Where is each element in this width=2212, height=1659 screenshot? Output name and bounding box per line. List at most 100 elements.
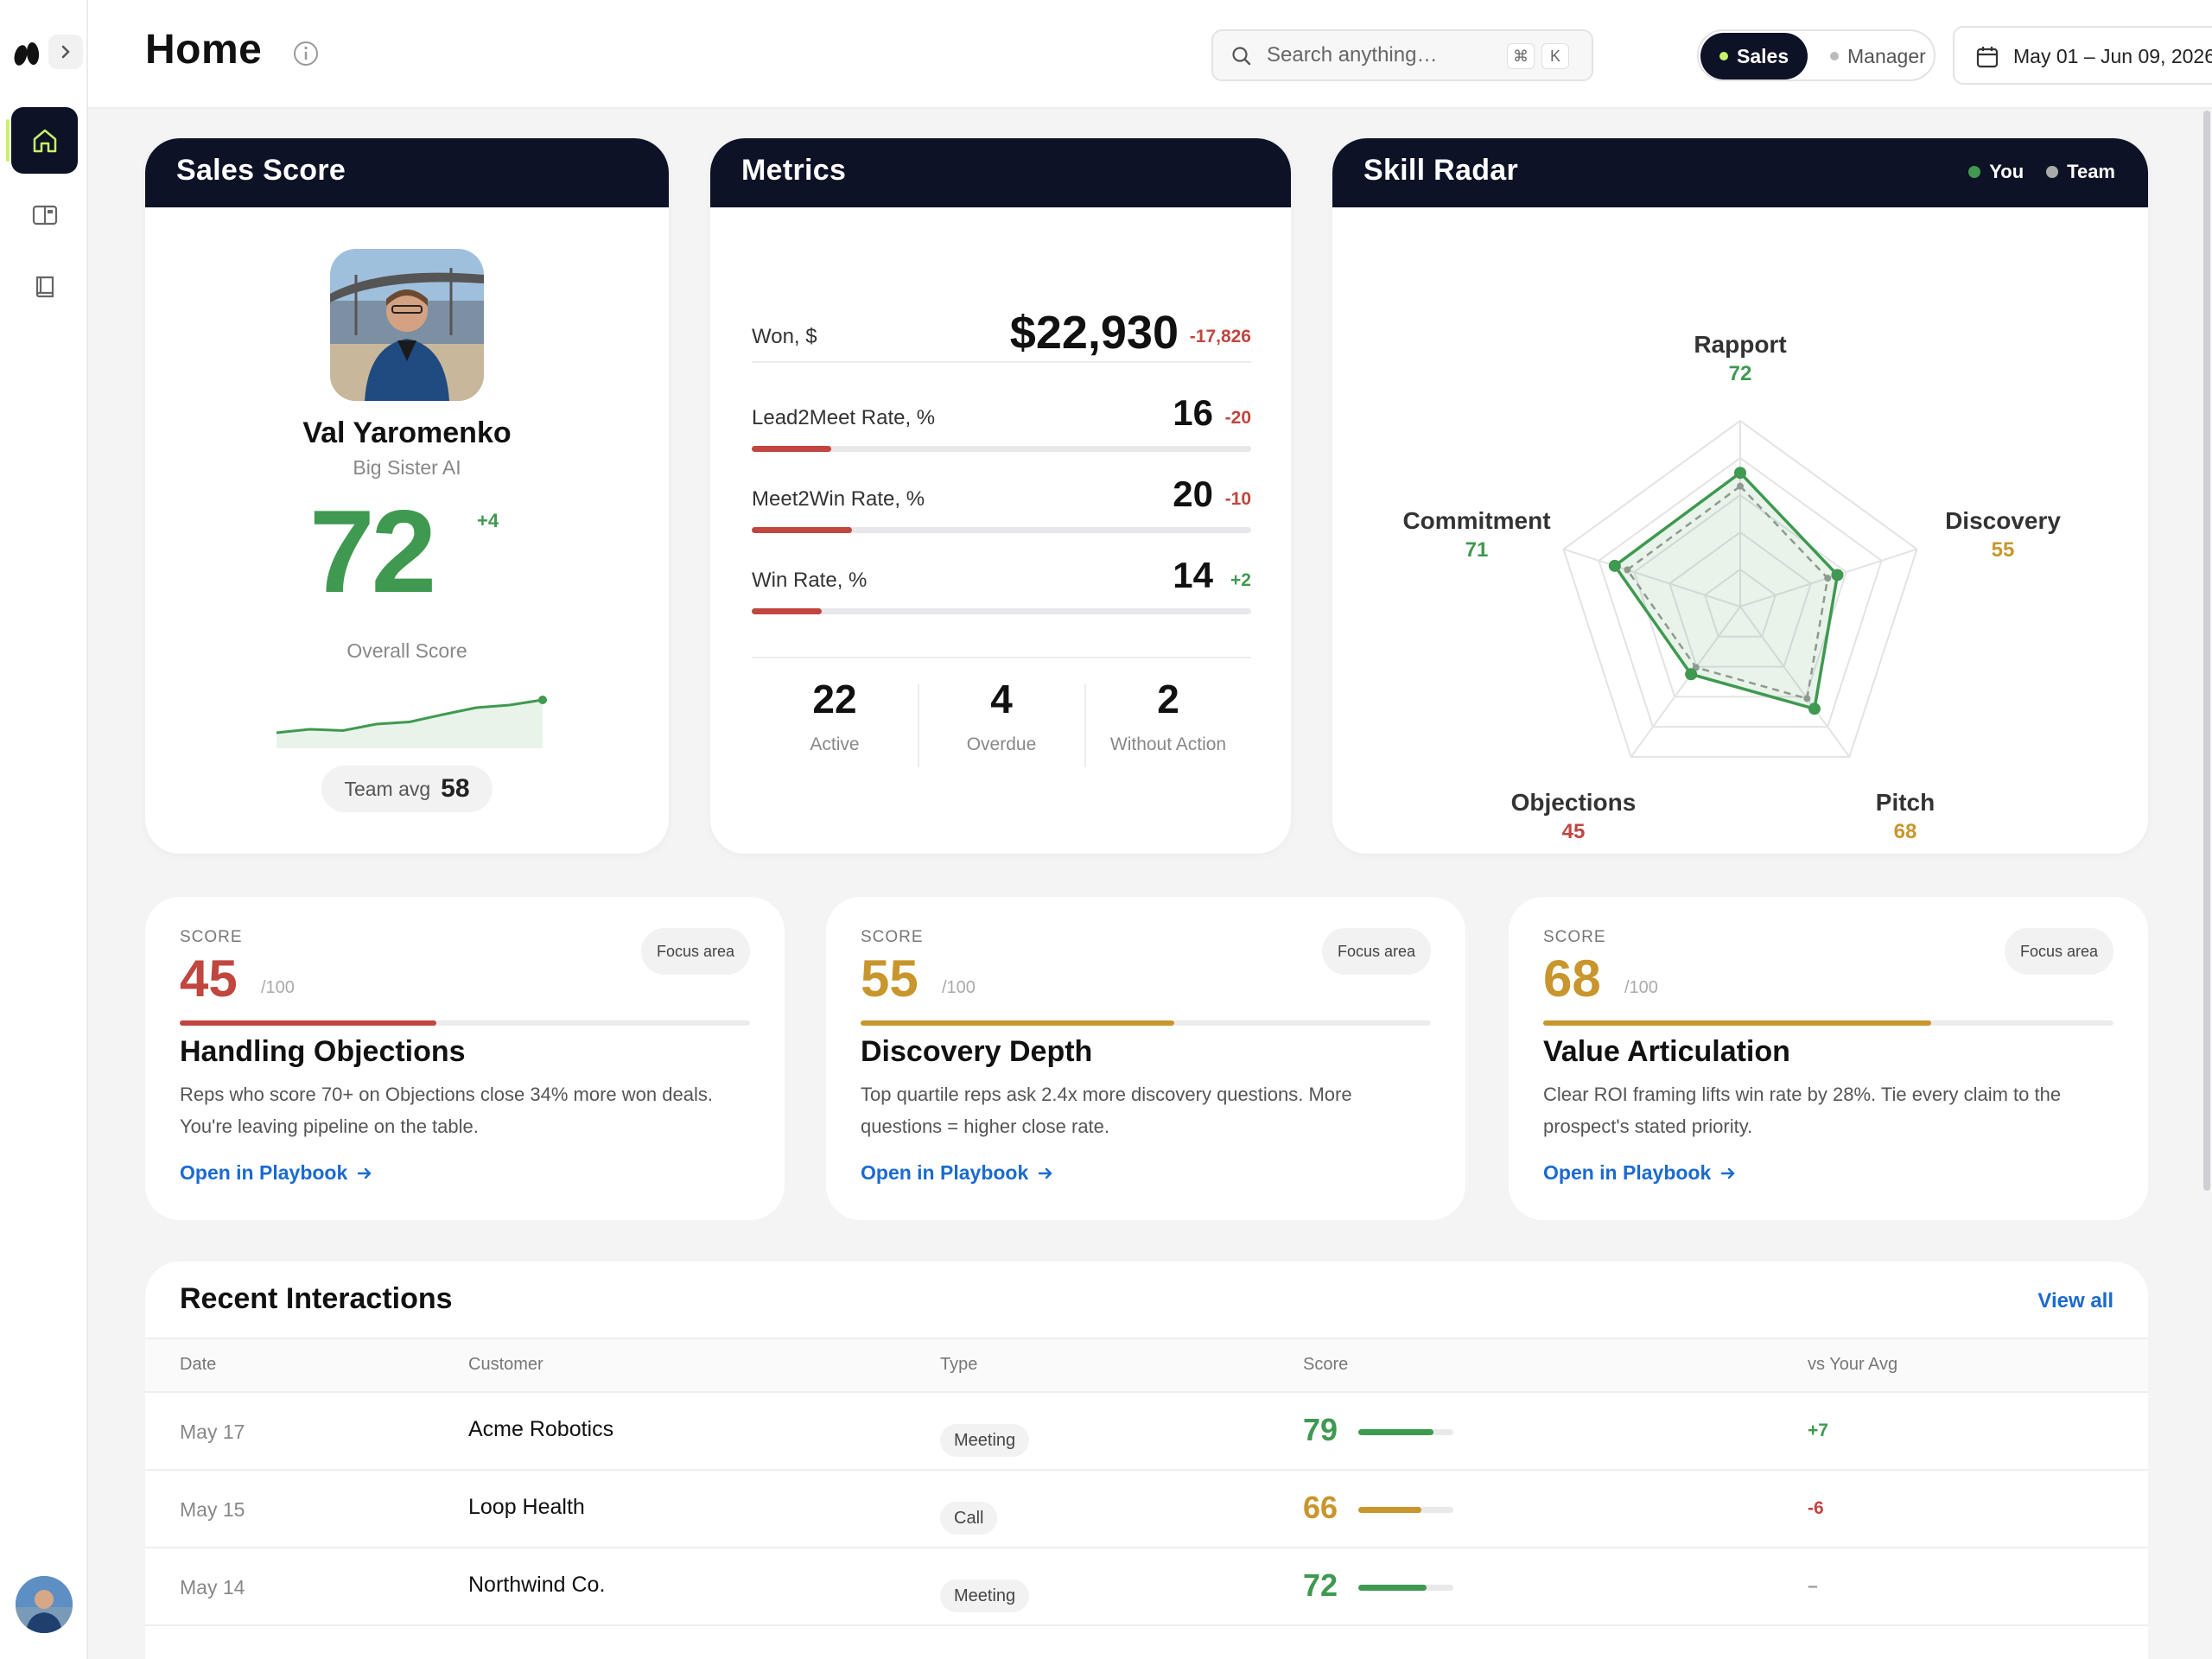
col-date[interactable]: Date xyxy=(180,1355,217,1374)
metric-lead2meet: Lead2Meet Rate, % 16 -20 xyxy=(752,389,1251,452)
legend-team: Team xyxy=(2046,161,2115,183)
table-row[interactable]: May 17 Acme Robotics Meeting 79 +7 xyxy=(145,1393,2148,1471)
metric-label: Lead2Meet Rate, % xyxy=(752,406,936,429)
nav-split-panel[interactable] xyxy=(11,181,78,248)
radar-axis-value: 68 xyxy=(1894,820,1917,843)
open-playbook-link[interactable]: Open in Playbook xyxy=(861,1161,1054,1185)
table-row[interactable]: May 15 Loop Health Call 66 -6 xyxy=(145,1471,2148,1548)
user-avatar[interactable] xyxy=(16,1576,73,1633)
focus-score-bar xyxy=(1543,1020,2113,1026)
team-average-label: Team avg xyxy=(344,777,431,800)
overall-score-label: Overall Score xyxy=(346,639,467,662)
page-title: Home xyxy=(145,27,263,73)
sparkline-line xyxy=(276,698,543,734)
shortcut-cmd-key: ⌘ xyxy=(1507,43,1535,69)
metric-won: Won, $ $22,930 -17,826 xyxy=(752,302,1251,363)
home-icon xyxy=(33,129,56,152)
radar-you-point xyxy=(1808,702,1821,715)
metrics-title: Metrics xyxy=(710,138,1291,207)
legend-you: You xyxy=(1968,161,2024,183)
radar-you-point xyxy=(1831,569,1844,582)
col-vs-avg[interactable]: vs Your Avg xyxy=(1808,1355,1898,1374)
view-all-link[interactable]: View all xyxy=(2037,1289,2113,1313)
row-type-badge: Meeting xyxy=(940,1580,1030,1612)
row-vs-avg: -6 xyxy=(1808,1498,1824,1518)
metric-delta: -10 xyxy=(1224,489,1251,509)
nav-playbook[interactable] xyxy=(11,254,78,321)
search-icon xyxy=(1232,47,1251,66)
metric-win-rate: Win Rate, % 14 +2 xyxy=(752,551,1251,614)
col-type[interactable]: Type xyxy=(940,1355,978,1374)
metric-delta: -17,826 xyxy=(1189,327,1251,346)
table-header: Date Customer Type Score vs Your Avg xyxy=(145,1338,2148,1393)
col-score[interactable]: Score xyxy=(1303,1355,1349,1374)
search-input[interactable] xyxy=(1267,40,1474,71)
count-overdue[interactable]: 4 Overdue xyxy=(966,677,1037,754)
divider xyxy=(1084,684,1086,767)
radar-axis-value: 72 xyxy=(1729,362,1752,385)
nav-home[interactable] xyxy=(6,107,78,174)
row-customer[interactable]: Northwind Co. xyxy=(468,1573,606,1597)
row-date: May 14 xyxy=(180,1576,245,1599)
date-range-picker[interactable]: May 01 – Jun 09, 2026 xyxy=(1953,26,2212,85)
metric-value: $22,930 xyxy=(1009,307,1179,359)
calendar-icon xyxy=(1976,47,1999,68)
chevron-right-icon xyxy=(61,45,70,59)
role-sales-button[interactable]: Sales xyxy=(1700,33,1808,79)
radar-axis-label: Objections xyxy=(1511,789,1637,816)
metric-bar xyxy=(752,527,1251,533)
open-playbook-link[interactable]: Open in Playbook xyxy=(1543,1161,1737,1185)
row-vs-avg: – xyxy=(1808,1576,1818,1596)
focus-title: Handling Objections xyxy=(180,1035,466,1068)
radar-you-point xyxy=(1608,559,1621,572)
row-customer[interactable]: Acme Robotics xyxy=(468,1417,614,1441)
col-customer[interactable]: Customer xyxy=(468,1355,543,1374)
search-box[interactable]: ⌘ K xyxy=(1211,29,1593,81)
metrics-card: Metrics Won, $ $22,930 -17,826 Lead2Meet… xyxy=(710,138,1291,854)
table-row[interactable]: May 14 Northwind Co. Meeting 72 – xyxy=(145,1548,2148,1626)
focus-score: 68 xyxy=(1543,950,1601,1007)
date-range-label: May 01 – Jun 09, 2026 xyxy=(2013,45,2212,67)
person-company: Big Sister AI xyxy=(353,456,461,479)
radar-team-point xyxy=(1803,695,1811,702)
radar-you-polygon xyxy=(1612,470,1840,711)
count-active[interactable]: 22 Active xyxy=(810,677,860,754)
count-without-action[interactable]: 2 Without Action xyxy=(1109,677,1227,754)
sidebar xyxy=(0,0,88,1659)
metric-delta: -20 xyxy=(1224,408,1251,428)
split-panel-icon xyxy=(32,205,57,225)
row-type-badge: Meeting xyxy=(940,1424,1030,1457)
expand-sidebar-button[interactable] xyxy=(48,35,83,69)
overall-score-delta: +4 xyxy=(477,510,499,531)
role-toggle: Sales Manager xyxy=(1697,29,1936,81)
recent-interactions-title: Recent Interactions xyxy=(180,1282,453,1315)
row-score: 66 xyxy=(1303,1490,1338,1525)
radar-axis-line xyxy=(1739,606,1851,758)
radar-team-polygon xyxy=(1625,485,1829,701)
page-scrollbar[interactable] xyxy=(2203,111,2210,1191)
row-vs-avg: +7 xyxy=(1808,1421,1828,1440)
active-dot-icon xyxy=(1719,52,1728,60)
focus-area-badge: Focus area xyxy=(2004,928,2113,975)
focus-title: Discovery Depth xyxy=(861,1035,1093,1068)
metric-value: 20 xyxy=(1173,474,1213,514)
row-score-bar xyxy=(1358,1429,1453,1435)
skill-radar-chart: Rapport 72 Discovery 55 Pitch 68 Objections 45 C… xyxy=(1402,331,2061,843)
arrow-right-icon xyxy=(358,1167,372,1179)
focus-area-badge: Focus area xyxy=(1321,928,1431,975)
overall-score: 72 xyxy=(309,486,436,617)
metric-label: Win Rate, % xyxy=(752,569,868,592)
info-icon[interactable] xyxy=(292,40,320,67)
metric-label: Meet2Win Rate, % xyxy=(752,487,925,511)
book-icon xyxy=(35,276,54,297)
focus-card-discovery: SCORE Focus area 55 /100 Discovery Depth… xyxy=(826,897,1465,1220)
role-manager-button[interactable]: Manager xyxy=(1811,33,1945,79)
skill-radar-card: Skill Radar You Team Rapport 72 Discovery 5… xyxy=(1332,138,2148,854)
open-playbook-link[interactable]: Open in Playbook xyxy=(180,1161,373,1185)
radar-team-point xyxy=(1624,566,1631,574)
row-customer[interactable]: Loop Health xyxy=(468,1495,585,1519)
row-score-bar xyxy=(1358,1507,1453,1513)
radar-axis-value: 71 xyxy=(1465,538,1489,562)
app-logo[interactable] xyxy=(12,38,41,67)
focus-score: 55 xyxy=(861,950,918,1007)
